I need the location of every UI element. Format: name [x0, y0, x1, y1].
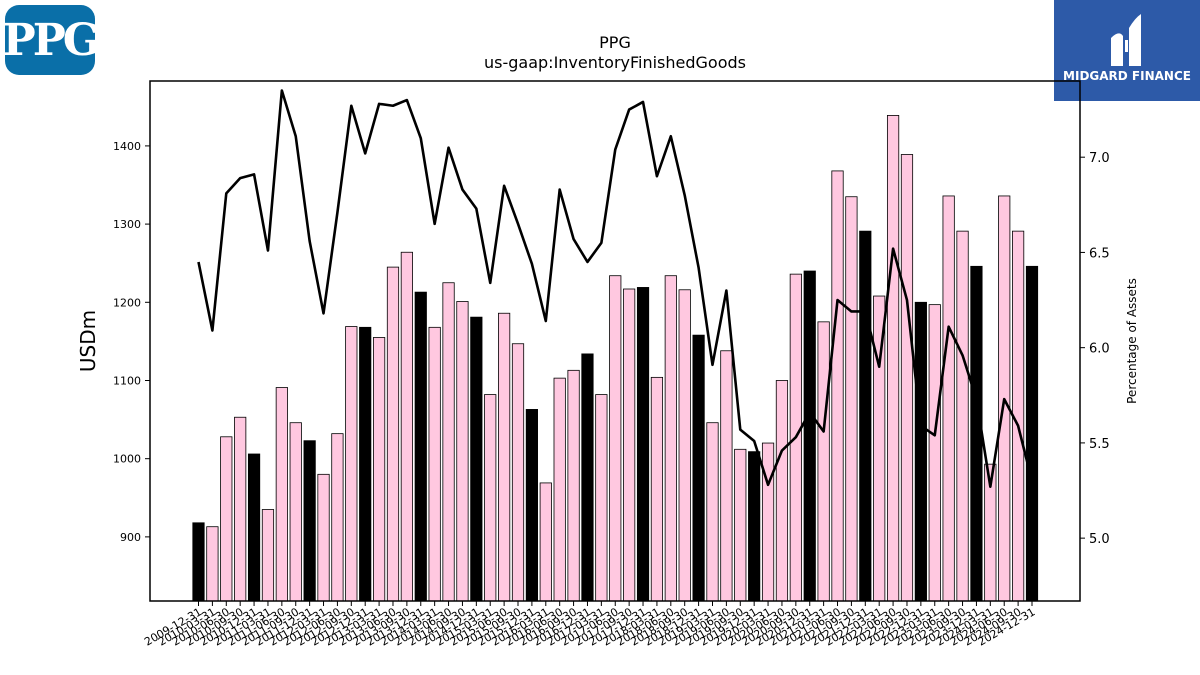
bar-2016-03-31: [539, 482, 552, 602]
bar-2014-12-31: [470, 316, 483, 602]
bar-2021-09-30: [845, 196, 858, 602]
line-series: [197, 89, 1034, 489]
bar-2016-09-30: [567, 369, 580, 602]
bar-2011-12-31: [303, 440, 316, 602]
bar-2023-12-31: [970, 265, 983, 602]
bar-2018-03-31: [650, 376, 664, 602]
y-axis-label: USDm: [76, 310, 100, 372]
bar-2012-06-30: [331, 433, 344, 602]
bar-2010-03-31: [206, 526, 219, 602]
bar-2021-03-31: [817, 321, 830, 602]
bar-2014-03-31: [428, 326, 441, 602]
bar-2014-06-30: [442, 282, 455, 602]
bar-2011-03-31: [261, 509, 275, 602]
bar-2012-12-31: [359, 326, 372, 602]
bar-2016-06-30: [553, 377, 566, 602]
y2-tick-label: 6.0: [1089, 342, 1110, 357]
bar-2019-06-30: [720, 350, 733, 602]
bar-2022-12-31: [914, 301, 927, 602]
midgard-finance-logo: MIDGARD FINANCE: [1054, 0, 1200, 101]
bar-2013-12-31: [414, 291, 427, 602]
y2-tick-label: 5.5: [1089, 437, 1110, 452]
bar-2018-06-30: [664, 275, 677, 602]
bar-2013-06-30: [386, 266, 400, 602]
y-tick-label: 1400: [113, 140, 141, 153]
bar-2019-03-31: [706, 422, 719, 602]
bar-2017-09-30: [623, 288, 636, 602]
bar-2010-06-30: [220, 436, 233, 602]
bar-2022-09-30: [900, 154, 914, 602]
bar-2022-06-30: [886, 115, 900, 602]
bar-2017-06-30: [609, 275, 622, 602]
bar-2019-09-30: [734, 448, 747, 602]
bar-2011-06-30: [275, 387, 288, 602]
bar-2017-12-31: [636, 287, 650, 602]
y-tick-label: 1300: [113, 218, 141, 231]
ppg-logo-text: PPG: [2, 14, 101, 66]
bar-2011-09-30: [289, 422, 302, 602]
midgard-emblem-icon: [1111, 14, 1141, 66]
bar-2017-03-31: [595, 394, 608, 602]
bar-2021-12-31: [859, 230, 872, 602]
bar-2021-06-30: [831, 170, 844, 602]
midgard-logo-text: MIDGARD FINANCE: [1063, 69, 1191, 83]
bar-2012-09-30: [345, 326, 358, 602]
bar-2020-03-31: [761, 442, 775, 602]
y2-axis-label: Percentage of Assets: [1125, 278, 1139, 404]
bar-series: [192, 115, 1039, 602]
bar-2018-12-31: [692, 334, 705, 602]
bar-2014-09-30: [456, 301, 469, 602]
bar-2015-12-31: [525, 409, 538, 602]
bar-2012-03-31: [317, 473, 330, 602]
bar-2015-06-30: [498, 312, 511, 602]
bar-2023-06-30: [942, 195, 955, 602]
bar-2020-12-31: [803, 270, 816, 602]
ppg-logo: PPG: [2, 5, 101, 75]
chart-subtitle: us-gaap:InventoryFinishedGoods: [484, 53, 746, 72]
y-tick-label: 1100: [113, 374, 141, 387]
y-tick-label: 900: [120, 531, 141, 544]
bar-2024-12-31: [1025, 265, 1039, 602]
bar-2015-03-31: [484, 394, 497, 602]
y-tick-label: 1000: [113, 453, 141, 466]
bar-2010-12-31: [247, 453, 261, 602]
bar-2015-09-30: [511, 343, 525, 602]
bar-2018-09-30: [678, 289, 691, 602]
bar-2013-03-31: [372, 337, 386, 602]
bar-2023-09-30: [956, 230, 969, 602]
axes: 900100011001200130014005.05.56.06.57.020…: [113, 140, 1110, 649]
bar-2016-12-31: [581, 353, 594, 602]
bar-2023-03-31: [928, 304, 941, 602]
y2-tick-label: 7.0: [1089, 151, 1110, 166]
percentage-of-assets-line: [197, 89, 1034, 489]
y2-tick-label: 5.0: [1089, 532, 1110, 547]
bar-2013-09-30: [400, 251, 413, 602]
bar-2020-06-30: [775, 380, 789, 602]
bar-2010-09-30: [234, 416, 247, 602]
plot-frame: [149, 80, 1081, 602]
bar-2009-12-31: [192, 522, 205, 602]
bar-2019-12-31: [748, 451, 761, 602]
y-tick-label: 1200: [113, 296, 141, 309]
chart-title: PPG: [599, 33, 631, 52]
y2-tick-label: 6.5: [1089, 246, 1110, 261]
